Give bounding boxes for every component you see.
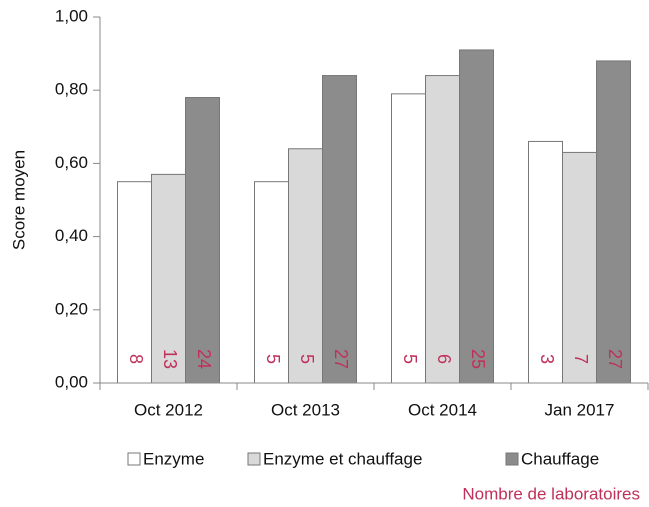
legend-label: Enzyme et chauffage bbox=[263, 449, 422, 468]
y-tick-label: 0,20 bbox=[55, 299, 88, 318]
count-label: 24 bbox=[194, 349, 214, 369]
count-label: 27 bbox=[605, 349, 625, 369]
x-tick-label: Jan 2017 bbox=[545, 400, 615, 419]
bar bbox=[425, 75, 460, 384]
count-label: 5 bbox=[400, 354, 420, 364]
y-axis-title: Score moyen bbox=[9, 150, 28, 250]
bar bbox=[288, 148, 323, 384]
y-tick-label: 0,40 bbox=[55, 226, 88, 245]
count-label: 8 bbox=[126, 354, 146, 364]
y-tick-label: 0,80 bbox=[55, 80, 88, 99]
bar bbox=[117, 181, 152, 384]
count-label: 5 bbox=[297, 354, 317, 364]
legend-label: Enzyme bbox=[143, 449, 204, 468]
bar bbox=[528, 140, 563, 384]
bar bbox=[391, 93, 426, 384]
count-label: 6 bbox=[434, 354, 454, 364]
bar bbox=[151, 173, 186, 384]
count-label: 5 bbox=[263, 354, 283, 364]
bar bbox=[596, 60, 631, 384]
y-tick-label: 1,00 bbox=[55, 6, 88, 25]
x-tick-label: Oct 2014 bbox=[408, 400, 477, 419]
bar bbox=[254, 181, 289, 384]
bar bbox=[185, 97, 220, 384]
count-label: 3 bbox=[537, 354, 557, 364]
bar bbox=[459, 49, 494, 384]
legend-label: Chauffage bbox=[521, 449, 599, 468]
x-tick-label: Oct 2013 bbox=[271, 400, 340, 419]
count-label: 25 bbox=[468, 349, 488, 369]
bar bbox=[322, 75, 357, 384]
legend-swatch bbox=[505, 452, 519, 466]
legend-swatch bbox=[127, 452, 141, 466]
annotation: Nombre de laboratoires bbox=[462, 484, 640, 503]
x-tick-label: Oct 2012 bbox=[134, 400, 203, 419]
legend-swatch bbox=[247, 452, 261, 466]
y-tick-label: 0,60 bbox=[55, 153, 88, 172]
count-label: 27 bbox=[331, 349, 351, 369]
y-tick-label: 0,00 bbox=[55, 372, 88, 391]
count-label: 7 bbox=[571, 354, 591, 364]
count-label: 13 bbox=[160, 349, 180, 369]
bar bbox=[562, 151, 597, 384]
